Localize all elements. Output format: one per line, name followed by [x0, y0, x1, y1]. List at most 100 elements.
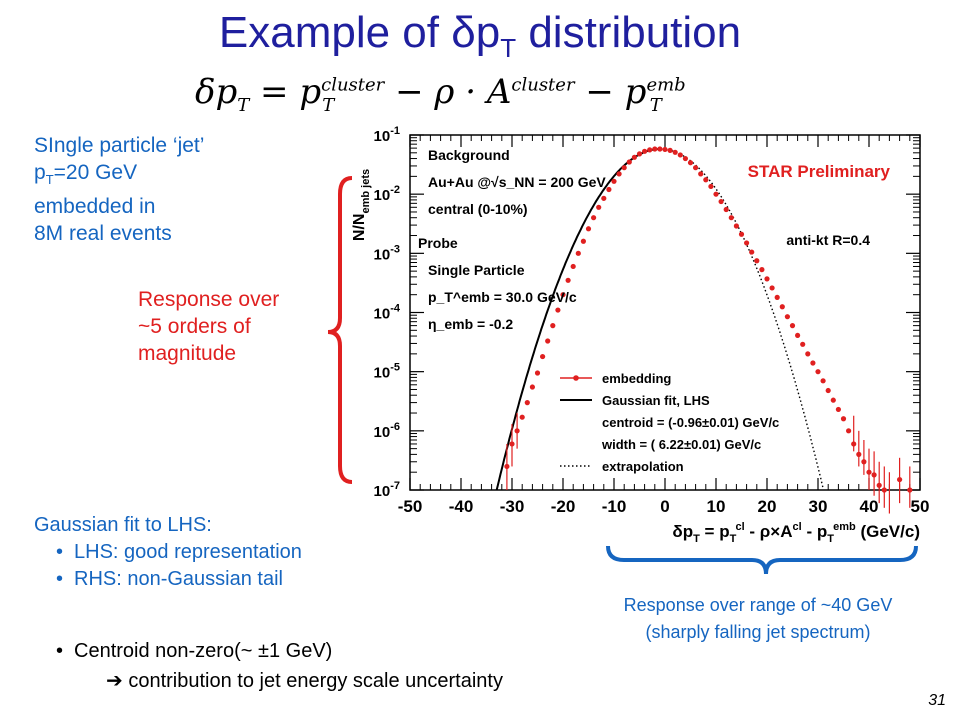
data-point [820, 378, 826, 384]
legend-entry: centroid = (-0.96±0.01) GeV/c [602, 415, 779, 430]
data-point [805, 351, 811, 357]
info-background-centrality: central (0-10%) [428, 201, 528, 217]
data-point [718, 198, 724, 205]
data-point [846, 428, 852, 434]
data-point [754, 258, 760, 264]
data-point [545, 338, 551, 344]
data-point [897, 476, 903, 483]
bullet-rhs: RHS: non-Gaussian tail [52, 566, 302, 593]
formula-lhs: δp [195, 72, 238, 112]
formula-t1-sub: T [322, 94, 335, 116]
x-tick-label: 20 [758, 497, 777, 516]
response-h-line2: (sharply falling jet spectrum) [645, 622, 871, 642]
info-probe-type: Single Particle [428, 262, 525, 278]
data-point [540, 353, 546, 360]
data-point [565, 277, 571, 283]
formula-mid: − ρ · A [384, 72, 512, 112]
x-tick-label: 30 [809, 497, 828, 516]
legend-marker-dot [573, 375, 579, 381]
data-point [779, 304, 785, 310]
data-point [591, 215, 597, 221]
blue-horizontal-brace [606, 545, 918, 575]
data-point [830, 397, 836, 403]
data-point [585, 226, 592, 232]
info-background-system: Au+Au @√s_NN = 200 GeV [428, 174, 606, 190]
data-point [672, 149, 678, 155]
data-point [509, 441, 515, 447]
formula-t3-sup: emb [646, 74, 686, 96]
data-point [815, 369, 821, 375]
y-tick-label: 10-7 [374, 480, 400, 500]
data-point [687, 160, 694, 166]
data-point [611, 178, 617, 184]
data-point [774, 294, 780, 300]
legend-entry: extrapolation [602, 459, 684, 474]
data-point [744, 240, 750, 246]
delta-pt-formula: δpT = pclusterT − ρ · Acluster − pembT [195, 72, 686, 116]
sp-line3: embedded in [34, 195, 156, 219]
sp-line2-post: =20 GeV [53, 161, 138, 184]
data-point [626, 159, 632, 165]
y-tick-label: 10-3 [374, 243, 400, 263]
x-tick-label: -50 [398, 497, 423, 516]
title-delta: δp [451, 8, 501, 57]
data-point [693, 165, 699, 171]
single-particle-note: SIngle particle ‘jet’ pT=20 GeV embedded… [34, 132, 204, 247]
data-point [871, 472, 877, 478]
title-suffix: distribution [516, 8, 742, 57]
info-background-head: Background [428, 147, 510, 163]
data-point [810, 360, 816, 366]
data-point [596, 204, 602, 210]
data-point [575, 250, 581, 256]
data-point [784, 314, 790, 320]
y-tick-label: 10-6 [374, 421, 400, 441]
x-axis-label: δpT = pTcl - ρ×Acl - pTemb (GeV/c) [672, 521, 920, 545]
data-point [708, 183, 714, 190]
data-point [851, 441, 857, 447]
data-point [749, 249, 755, 255]
x-tick-label: -30 [500, 497, 525, 516]
slide-title: Example of δpT distribution [0, 8, 960, 64]
data-point [728, 215, 734, 221]
legend-entry: width = ( 6.22±0.01) GeV/c [601, 437, 761, 452]
data-point [642, 148, 648, 154]
data-point [580, 238, 586, 244]
data-point [682, 155, 688, 162]
response-v-line1: Response over [138, 288, 280, 311]
y-axis-label: N/Nemb jets [351, 169, 372, 241]
data-point [647, 147, 653, 153]
response-h-line1: Response over range of ~40 GeV [623, 595, 893, 615]
data-point [866, 469, 872, 475]
data-point [907, 487, 913, 493]
data-point [621, 165, 627, 171]
centroid-note: Centroid non-zero(~ ±1 GeV) ➔ contributi… [52, 636, 503, 696]
data-point [759, 267, 765, 273]
gaussian-bullets: LHS: good representation RHS: non-Gaussi… [52, 539, 302, 593]
consequence-line: ➔ contribution to jet energy scale uncer… [106, 666, 503, 696]
info-probe-pt: p_T^emb = 30.0 GeV/c [428, 289, 577, 305]
data-point [733, 223, 739, 229]
data-point [504, 463, 510, 470]
info-probe-head: Probe [418, 235, 458, 251]
data-point [713, 191, 719, 197]
data-point [657, 146, 663, 152]
data-point [840, 416, 847, 422]
legend-entry: embedding [602, 371, 671, 386]
gaussian-heading: Gaussian fit to LHS: [34, 514, 212, 536]
formula-eq: = p [249, 72, 322, 112]
title-sub: T [500, 32, 517, 63]
data-point [606, 186, 612, 193]
data-point [738, 231, 745, 237]
x-tick-label: -40 [449, 497, 474, 516]
data-point [652, 146, 658, 152]
data-point [861, 459, 867, 465]
data-point [555, 307, 561, 313]
data-point [601, 195, 607, 201]
data-point [636, 151, 643, 157]
delta-pt-plot: -50 -40 -30 -20 -10 0 10 20 30 40 50 10-1 10-2 10-3 10… [351, 125, 929, 545]
sp-line2: pT=20 GeV [34, 159, 204, 193]
data-point [876, 482, 882, 488]
gaussian-fit-note: Gaussian fit to LHS: LHS: good represent… [34, 512, 302, 593]
data-point [514, 428, 520, 434]
data-point [835, 406, 841, 413]
